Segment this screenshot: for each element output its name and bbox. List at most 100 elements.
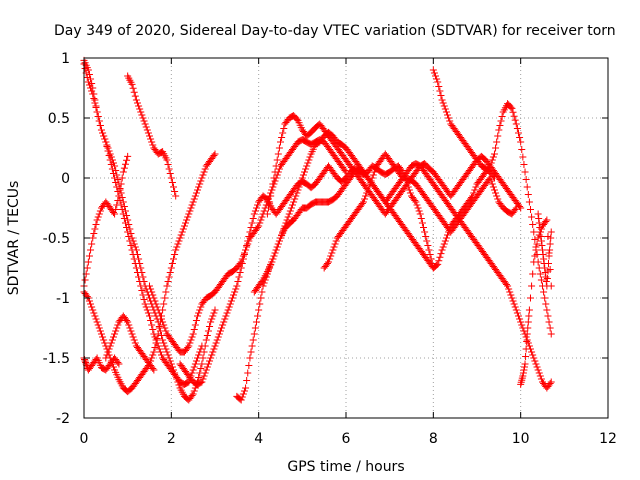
- data-point: [535, 219, 543, 227]
- data-point: [197, 303, 205, 311]
- data-point: [505, 285, 513, 293]
- data-point: [101, 339, 109, 347]
- data-point: [441, 237, 449, 245]
- data-point: [207, 354, 215, 362]
- data-point: [542, 218, 550, 225]
- data-point: [99, 333, 107, 341]
- data-point: [436, 253, 444, 261]
- data-point: [124, 152, 132, 160]
- data-point: [89, 234, 97, 242]
- data-point: [142, 123, 150, 131]
- data-point: [148, 288, 156, 296]
- data-point: [203, 332, 211, 339]
- data-point: [87, 84, 95, 92]
- data-point: [137, 108, 145, 116]
- data-point: [148, 354, 156, 362]
- data-point: [508, 104, 516, 112]
- data-point: [543, 306, 551, 314]
- data-point: [531, 252, 539, 260]
- data-point: [194, 312, 202, 320]
- data-point: [445, 114, 453, 122]
- data-point: [168, 179, 176, 186]
- data-point: [537, 375, 545, 383]
- data-point: [96, 122, 104, 129]
- data-point: [154, 330, 162, 338]
- data-point: [114, 359, 122, 366]
- data-point: [533, 363, 541, 371]
- data-point: [121, 207, 129, 215]
- data-point: [137, 264, 145, 272]
- data-point: [493, 138, 501, 146]
- data-point: [87, 246, 95, 254]
- data-point: [237, 264, 245, 272]
- data-point: [210, 345, 218, 353]
- data-point: [94, 321, 102, 329]
- data-point: [239, 390, 247, 398]
- data-point: [359, 198, 367, 206]
- x-tick-label: 6: [342, 431, 351, 447]
- data-point: [152, 300, 160, 308]
- data-point: [519, 372, 527, 380]
- data-point: [91, 225, 99, 233]
- data-point: [531, 236, 539, 243]
- data-point: [184, 213, 192, 221]
- data-point: [406, 189, 414, 197]
- data-point: [242, 384, 250, 392]
- data-point: [545, 252, 553, 260]
- data-point: [154, 306, 162, 314]
- data-point: [90, 95, 98, 102]
- data-point: [218, 324, 226, 332]
- y-tick-label: -1: [56, 291, 70, 307]
- data-point: [472, 183, 480, 191]
- data-point: [271, 249, 279, 257]
- data-point: [529, 270, 537, 278]
- data-point: [219, 321, 227, 329]
- data-point: [293, 115, 301, 123]
- data-point: [140, 117, 148, 125]
- data-point: [328, 249, 336, 257]
- data-point: [186, 207, 194, 215]
- data-point: [186, 339, 194, 347]
- data-point: [492, 144, 500, 152]
- data-point: [436, 87, 444, 95]
- data-point: [124, 216, 132, 224]
- data-point: [518, 146, 526, 153]
- data-point: [108, 156, 116, 164]
- data-point: [494, 132, 502, 140]
- data-point: [216, 327, 224, 335]
- data-point: [502, 281, 510, 288]
- data-point: [165, 354, 173, 362]
- data-point: [170, 255, 178, 263]
- data-point: [415, 207, 423, 215]
- data-point: [115, 192, 123, 200]
- data-point: [516, 203, 524, 210]
- data-point: [256, 300, 264, 308]
- data-point: [90, 230, 98, 237]
- data-point: [444, 231, 452, 239]
- data-point: [195, 351, 203, 359]
- x-axis-label: GPS time / hours: [287, 459, 404, 475]
- data-point: [256, 219, 264, 227]
- data-point: [132, 96, 140, 104]
- data-point: [279, 129, 287, 137]
- data-point: [197, 345, 205, 353]
- data-point: [546, 240, 554, 248]
- data-point: [189, 366, 197, 374]
- data-point: [113, 201, 121, 209]
- data-point: [420, 224, 428, 231]
- data-point: [129, 237, 137, 245]
- x-tick-label: 2: [167, 431, 176, 447]
- data-point: [521, 168, 529, 176]
- data-point: [509, 108, 517, 116]
- data-point: [158, 351, 166, 359]
- data-point: [149, 365, 157, 372]
- data-point: [95, 117, 103, 125]
- data-point: [163, 282, 171, 290]
- data-point: [246, 354, 254, 362]
- data-point: [523, 338, 531, 345]
- data-point: [149, 141, 157, 149]
- y-tick-labels: -2 -1.5 -1 -0.5 0 0.5 1: [43, 51, 70, 427]
- data-point: [513, 125, 521, 132]
- data-point: [168, 260, 176, 267]
